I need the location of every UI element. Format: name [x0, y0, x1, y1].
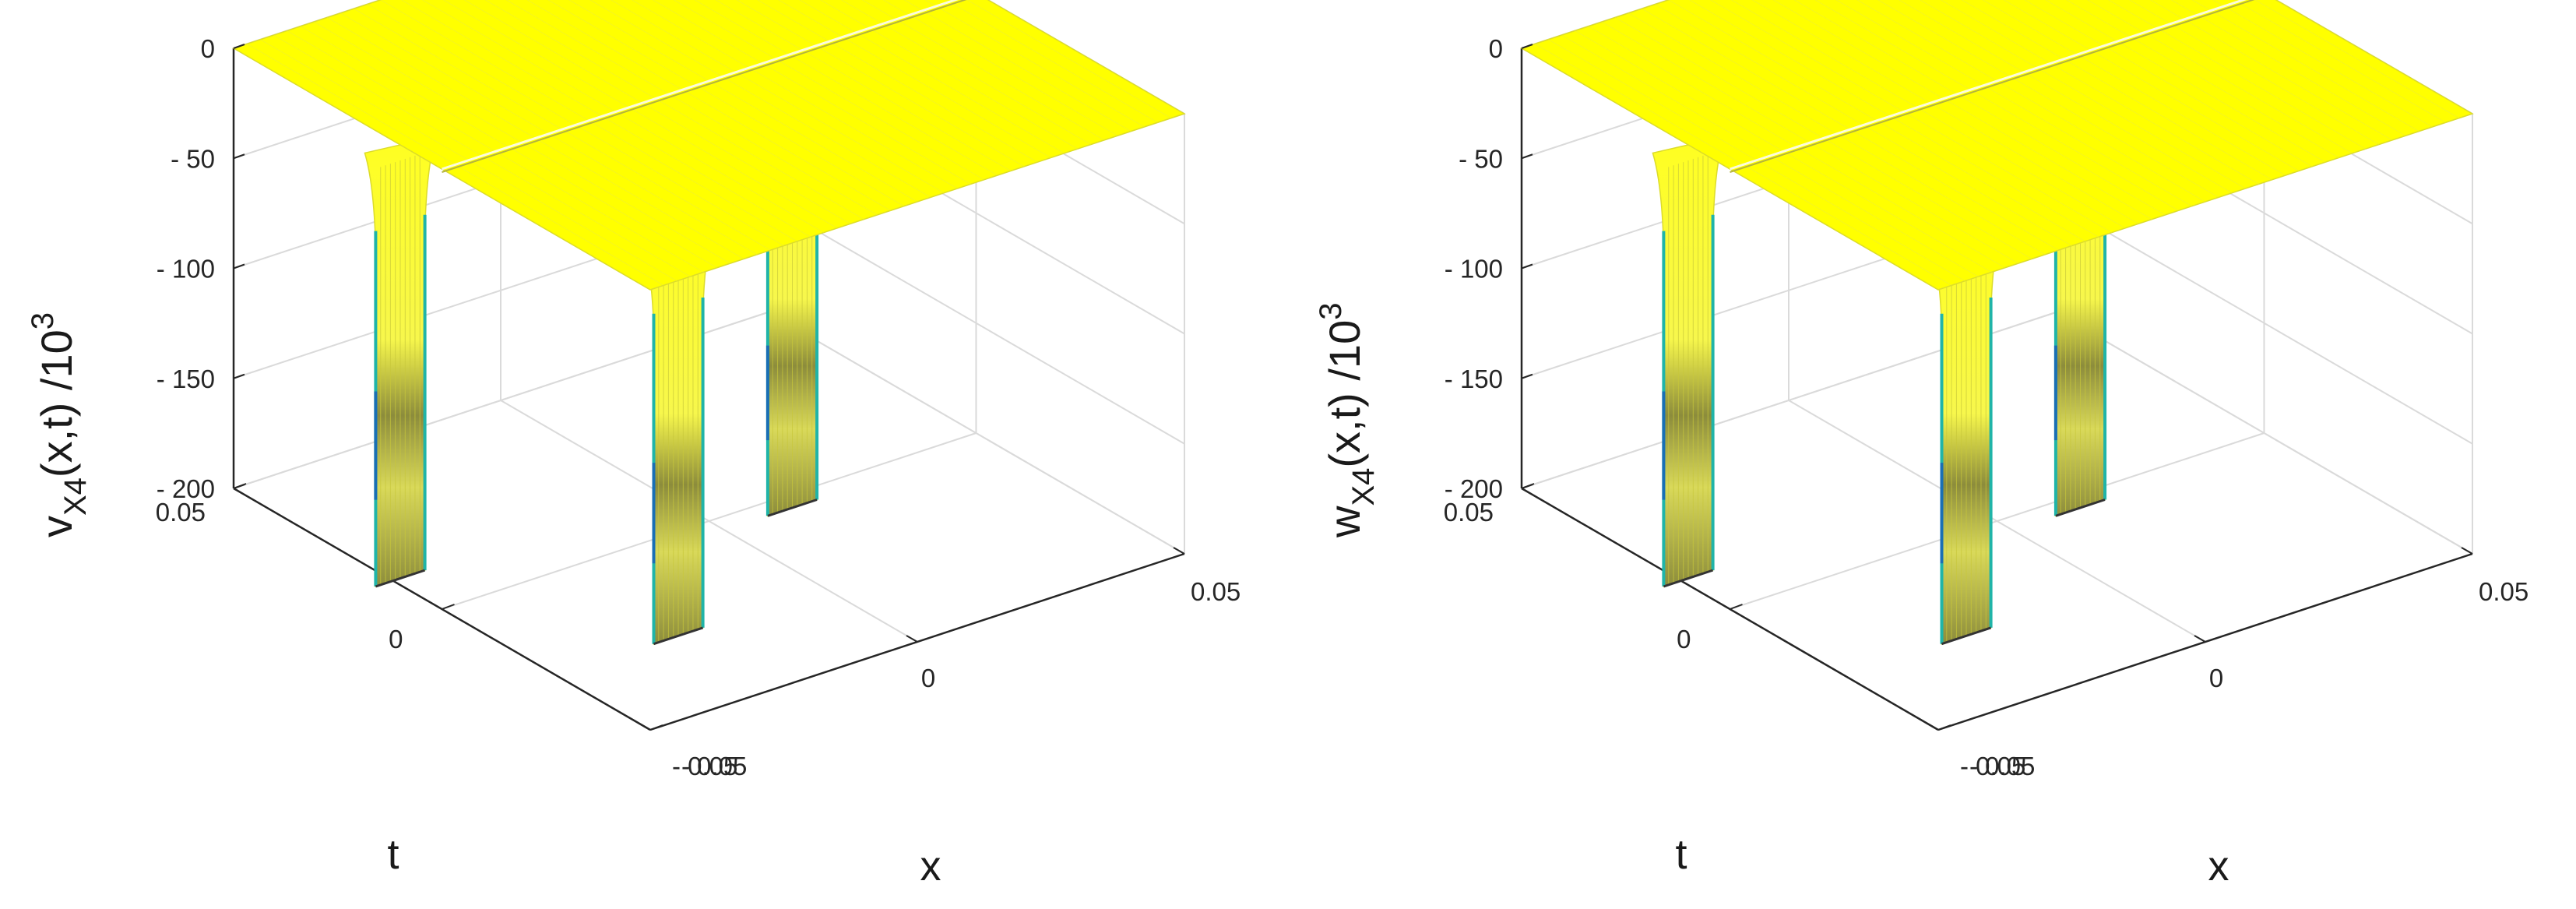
- gridline-floor-t: [1730, 432, 2265, 610]
- surface-ridge-shadow: [1730, 0, 2255, 173]
- t-tick-label: 0.05: [1444, 498, 1494, 527]
- surface-chart-1: 0 - 50 - 100 - 150 - 200 - 0.05 0 0.05 - 0.05 0 0.…: [26, 0, 1240, 890]
- z-tick-label: - 200: [1445, 474, 1503, 503]
- z-axis-label-main: w: [1320, 506, 1369, 538]
- surface-plane-front: [1728, 0, 2474, 291]
- x-axis-label: x: [2208, 843, 2229, 890]
- t-tick-label: 0.05: [156, 498, 206, 527]
- x-axis-label: x: [920, 843, 941, 890]
- x-tick-mark: [2194, 635, 2206, 643]
- gridline-floor-t: [442, 432, 977, 610]
- z-axis-label: vX4(x,t) /103: [26, 312, 93, 537]
- x-tick-label: 0.05: [1191, 577, 1240, 606]
- z-tick-mark: [1521, 373, 1533, 379]
- z-tick-mark: [1521, 263, 1533, 270]
- z-axis-label: wX4(x,t) /103: [1314, 303, 1381, 538]
- z-tick-label: 0: [201, 34, 215, 63]
- x-tick-mark: [2461, 547, 2473, 555]
- z-tick-mark: [1521, 44, 1533, 49]
- surface-well-2: [642, 224, 715, 646]
- t-axis-label: t: [1675, 831, 1687, 878]
- x-tick-label: - 0.05: [672, 752, 737, 780]
- surface-ridge: [1730, 0, 2247, 171]
- surface-mesh-line: [966, 0, 1172, 119]
- well-bottom: [2055, 499, 2106, 517]
- z-tick-label: - 200: [157, 474, 215, 503]
- surface-mesh-line: [2254, 0, 2460, 119]
- z-axis-label-rest: (x,t) /10: [1320, 320, 1369, 468]
- t-tick-mark: [442, 604, 455, 610]
- well-bottom: [767, 499, 818, 517]
- surface-plane-front: [440, 0, 1186, 291]
- z-tick-label: - 50: [1459, 144, 1503, 173]
- z-tick-label: - 50: [171, 144, 215, 173]
- z-axis-label-sub: X4: [58, 477, 93, 516]
- t-tick-mark: [1937, 724, 1951, 731]
- z-tick-label: - 100: [157, 255, 215, 284]
- x-tick-mark: [906, 635, 918, 643]
- well-bottom: [1941, 626, 1992, 646]
- t-tick-mark: [649, 724, 663, 731]
- surface-plane: [232, 0, 1186, 291]
- well-bottom: [375, 569, 426, 588]
- x-tick-label: 0: [921, 664, 935, 692]
- z-tick-mark: [233, 153, 245, 160]
- t-tick-mark: [233, 483, 247, 489]
- well-bottom: [1663, 569, 1714, 588]
- well-bottom: [653, 626, 704, 646]
- x-tick-mark: [1173, 547, 1185, 555]
- z-tick-mark: [233, 44, 245, 49]
- t-tick-mark: [1521, 483, 1535, 489]
- surface-chart-2: 0 - 50 - 100 - 150 - 200 - 0.05 0 0.05 - 0.05 0 0.…: [1314, 0, 2528, 890]
- z-tick-label: 0: [1489, 34, 1503, 63]
- surface-well-1: [1652, 136, 1725, 588]
- t-tick-label: 0: [389, 625, 403, 654]
- z-axis-label-rest: (x,t) /10: [32, 329, 81, 477]
- x-tick-mark: [639, 723, 651, 731]
- z-tick-label: - 150: [157, 365, 215, 393]
- x-tick-label: 0: [2209, 664, 2223, 692]
- x-tick-label: - 0.05: [1960, 752, 2025, 780]
- t-tick-mark: [1730, 604, 1743, 610]
- z-axis-label-sub: X4: [1346, 468, 1381, 506]
- z-axis-label-main: v: [32, 516, 81, 537]
- t-tick-label: - 0.05: [681, 752, 747, 780]
- surface-well-2: [1930, 224, 2003, 646]
- t-tick-label: - 0.05: [1969, 752, 2035, 780]
- x-tick-label: 0.05: [2479, 577, 2528, 606]
- z-tick-label: - 150: [1445, 365, 1503, 393]
- z-tick-mark: [233, 263, 245, 270]
- surface-ridge-shadow: [442, 0, 967, 173]
- surface-ridge: [442, 0, 959, 171]
- t-tick-label: 0: [1677, 625, 1691, 654]
- z-tick-mark: [233, 373, 245, 379]
- z-tick-mark: [1521, 153, 1533, 160]
- z-axis-label-exp: 3: [1314, 303, 1348, 320]
- t-axis-label: t: [387, 831, 399, 878]
- x-tick-mark: [1927, 723, 1939, 731]
- surface-plane: [1520, 0, 2474, 291]
- z-axis-label-exp: 3: [26, 312, 60, 329]
- z-tick-label: - 100: [1445, 255, 1503, 284]
- surface-well-1: [364, 136, 437, 588]
